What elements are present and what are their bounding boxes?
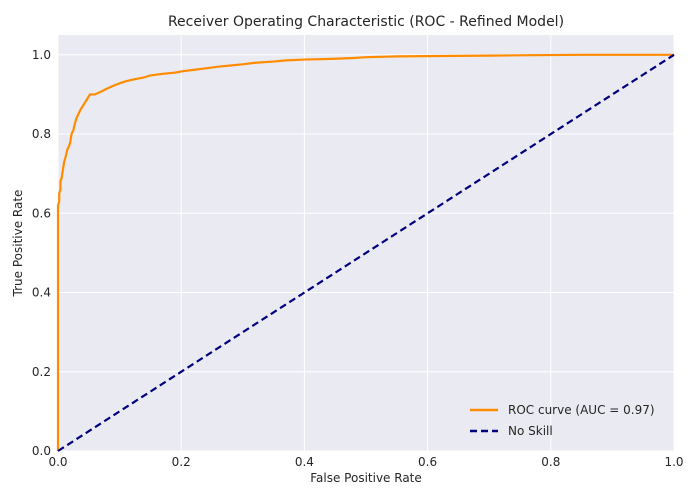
y-axis-label: True Positive Rate [11,190,25,298]
series-layer [56,53,675,452]
tick-labels: 0.0 0.2 0.4 0.6 0.8 1.0 0.0 0.2 0.4 0.6 0.8 1.0 [32,48,684,469]
y-tick-label: 0.2 [32,365,51,379]
y-tick-label: 0.0 [32,444,51,458]
roc-curve-line [56,53,674,451]
x-tick-label: 0.0 [48,455,67,469]
x-tick-label: 0.4 [295,455,314,469]
y-tick-label: 0.6 [32,206,51,220]
y-tick-label: 1.0 [32,48,51,62]
legend-label: No Skill [508,424,553,438]
chart-title: Receiver Operating Characteristic (ROC -… [168,14,564,30]
x-tick-label: 0.8 [541,455,560,469]
x-tick-label: 0.2 [172,455,191,469]
y-tick-label: 0.8 [32,127,51,141]
legend: ROC curve (AUC = 0.97) No Skill [470,403,655,438]
y-tick-label: 0.4 [32,286,51,300]
x-tick-label: 0.6 [418,455,437,469]
x-axis-label: False Positive Rate [310,471,422,485]
x-tick-label: 1.0 [664,455,683,469]
no-skill-line [57,53,675,452]
legend-label: ROC curve (AUC = 0.97) [508,403,655,417]
plot-area [58,35,674,451]
grid-lines [57,35,675,452]
